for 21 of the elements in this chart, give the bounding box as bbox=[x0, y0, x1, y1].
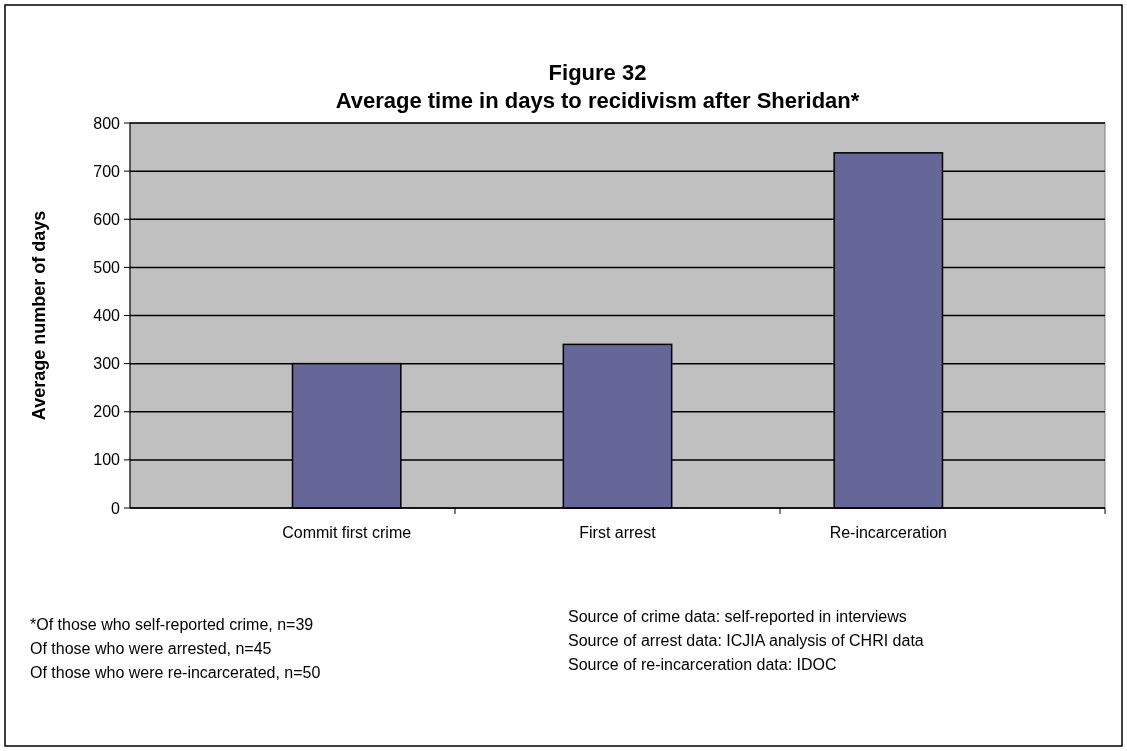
source-note: Source of arrest data: ICJIA analysis of CHRI data bbox=[568, 632, 924, 649]
text: Of those who were arrested, n=45 bbox=[30, 640, 272, 657]
y-tick-label: 600 bbox=[93, 210, 121, 228]
y-tick-label: 200 bbox=[93, 403, 121, 421]
chart-subtitle: Average time in days to recidivism after Sheridan* bbox=[335, 88, 860, 113]
source-note: Source of re-incarceration data: IDOC bbox=[568, 656, 837, 673]
y-tick-label: 300 bbox=[93, 355, 121, 373]
text: *Of those who self-reported crime, n=39 bbox=[30, 616, 314, 633]
y-tick-label: 100 bbox=[93, 451, 121, 469]
y-tick-label: 0 bbox=[111, 499, 121, 517]
source-note: Source of crime data: self-reported in interviews bbox=[568, 608, 907, 625]
chart-title: Figure 32 bbox=[548, 60, 647, 85]
x-tick-label: Re-incarceration bbox=[829, 524, 948, 541]
y-tick-label: 800 bbox=[93, 114, 121, 132]
y-tick-label: 700 bbox=[93, 162, 121, 180]
y-tick-label: 500 bbox=[93, 258, 121, 276]
y-tick-label: 400 bbox=[93, 307, 121, 325]
text: Of those who were re-incarcerated, n=50 bbox=[30, 664, 321, 681]
y-axis-title: Average number of days bbox=[29, 210, 49, 421]
x-tick-label: Commit first crime bbox=[282, 524, 412, 541]
x-tick-label: First arrest bbox=[579, 524, 657, 541]
